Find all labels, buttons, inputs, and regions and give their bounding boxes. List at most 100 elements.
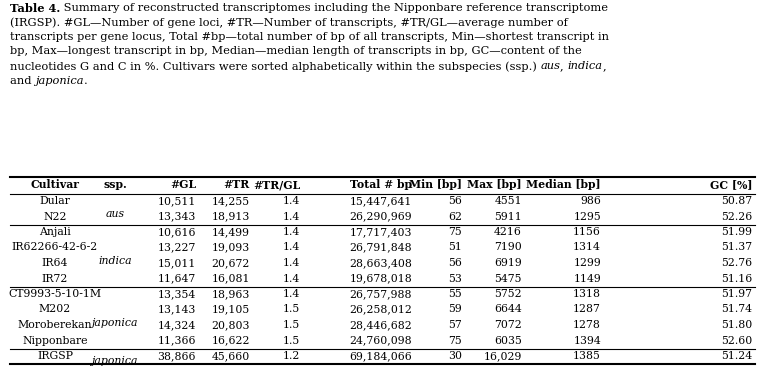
Text: 52.76: 52.76 <box>721 258 752 268</box>
Text: 10,616: 10,616 <box>158 227 196 237</box>
Text: 30: 30 <box>448 351 462 361</box>
Text: IR72: IR72 <box>42 273 68 284</box>
Text: ssp.: ssp. <box>103 179 127 190</box>
Text: 1.4: 1.4 <box>283 227 300 237</box>
Text: 28,663,408: 28,663,408 <box>349 258 412 268</box>
Text: 51.74: 51.74 <box>721 305 752 314</box>
Text: Nipponbare: Nipponbare <box>22 335 88 346</box>
Text: 1156: 1156 <box>573 227 601 237</box>
Text: 62: 62 <box>448 211 462 222</box>
Text: 11,366: 11,366 <box>158 335 196 346</box>
Text: japonica: japonica <box>35 76 83 85</box>
Text: 56: 56 <box>448 196 462 206</box>
Text: 10,511: 10,511 <box>158 196 196 206</box>
Text: 75: 75 <box>448 227 462 237</box>
Text: 17,717,403: 17,717,403 <box>349 227 412 237</box>
Text: 1.4: 1.4 <box>283 289 300 299</box>
Text: 18,963: 18,963 <box>211 289 250 299</box>
Text: 14,499: 14,499 <box>212 227 250 237</box>
Text: Table 4.: Table 4. <box>10 3 61 14</box>
Text: Total # bp: Total # bp <box>350 179 412 190</box>
Text: #TR/GL: #TR/GL <box>253 179 300 190</box>
Text: 1.4: 1.4 <box>283 258 300 268</box>
Text: 14,255: 14,255 <box>212 196 250 206</box>
Text: nucleotides G and C in %. Cultivars were sorted alphabetically within the subspe: nucleotides G and C in %. Cultivars were… <box>10 61 541 71</box>
Text: 20,672: 20,672 <box>211 258 250 268</box>
Text: IR64: IR64 <box>42 258 68 268</box>
Text: 26,791,848: 26,791,848 <box>349 243 412 252</box>
Text: 15,447,641: 15,447,641 <box>349 196 412 206</box>
Text: 13,143: 13,143 <box>158 305 196 314</box>
Text: 1.4: 1.4 <box>283 211 300 222</box>
Text: indica: indica <box>98 255 132 266</box>
Text: 51.16: 51.16 <box>721 273 752 284</box>
Text: 75: 75 <box>448 335 462 346</box>
Text: 52.26: 52.26 <box>721 211 752 222</box>
Text: transcripts per gene locus, Total #bp—total number of bp of all transcripts, Min: transcripts per gene locus, Total #bp—to… <box>10 32 609 42</box>
Text: 7190: 7190 <box>494 243 522 252</box>
Text: 1299: 1299 <box>573 258 601 268</box>
Text: 26,258,012: 26,258,012 <box>349 305 412 314</box>
Text: #GL: #GL <box>170 179 196 190</box>
Text: 16,622: 16,622 <box>211 335 250 346</box>
Text: 19,105: 19,105 <box>211 305 250 314</box>
Text: 19,093: 19,093 <box>211 243 250 252</box>
Text: 19,678,018: 19,678,018 <box>349 273 412 284</box>
Text: 1.2: 1.2 <box>283 351 300 361</box>
Text: M202: M202 <box>39 305 71 314</box>
Text: 50.87: 50.87 <box>721 196 752 206</box>
Text: indica: indica <box>568 61 603 71</box>
Text: Max [bp]: Max [bp] <box>467 179 522 190</box>
Text: Min [bp]: Min [bp] <box>409 179 462 190</box>
Text: 7072: 7072 <box>494 320 522 330</box>
Text: ,: , <box>603 61 607 71</box>
Text: 59: 59 <box>448 305 462 314</box>
Text: aus: aus <box>106 209 125 219</box>
Text: 45,660: 45,660 <box>211 351 250 361</box>
Text: 18,913: 18,913 <box>211 211 250 222</box>
Text: 55: 55 <box>448 289 462 299</box>
Text: 4551: 4551 <box>494 196 522 206</box>
Text: 51.80: 51.80 <box>721 320 752 330</box>
Text: 38,866: 38,866 <box>158 351 196 361</box>
Text: 20,803: 20,803 <box>211 320 250 330</box>
Text: CT9993-5-10-1M: CT9993-5-10-1M <box>8 289 102 299</box>
Text: 1318: 1318 <box>573 289 601 299</box>
Text: 1.4: 1.4 <box>283 243 300 252</box>
Text: Cultivar: Cultivar <box>31 179 80 190</box>
Text: 1314: 1314 <box>573 243 601 252</box>
Text: 1.4: 1.4 <box>283 196 300 206</box>
Text: 13,343: 13,343 <box>158 211 196 222</box>
Text: 1.4: 1.4 <box>283 273 300 284</box>
Text: 6919: 6919 <box>494 258 522 268</box>
Text: 11,647: 11,647 <box>158 273 196 284</box>
Text: 51: 51 <box>448 243 462 252</box>
Text: Median [bp]: Median [bp] <box>526 179 601 190</box>
Text: aus: aus <box>541 61 561 71</box>
Text: 986: 986 <box>580 196 601 206</box>
Text: 6644: 6644 <box>494 305 522 314</box>
Text: 15,011: 15,011 <box>158 258 196 268</box>
Text: 1394: 1394 <box>573 335 601 346</box>
Text: 5752: 5752 <box>494 289 522 299</box>
Text: 28,446,682: 28,446,682 <box>349 320 412 330</box>
Text: .: . <box>83 76 87 85</box>
Text: ,: , <box>561 61 568 71</box>
Text: 14,324: 14,324 <box>158 320 196 330</box>
Text: 16,081: 16,081 <box>211 273 250 284</box>
Text: 1278: 1278 <box>573 320 601 330</box>
Text: 1287: 1287 <box>573 305 601 314</box>
Text: 1149: 1149 <box>573 273 601 284</box>
Text: 1385: 1385 <box>573 351 601 361</box>
Text: 16,029: 16,029 <box>483 351 522 361</box>
Text: 5911: 5911 <box>494 211 522 222</box>
Text: japonica: japonica <box>92 356 138 366</box>
Text: 56: 56 <box>448 258 462 268</box>
Text: Summary of reconstructed transcriptomes including the Nipponbare reference trans: Summary of reconstructed transcriptomes … <box>61 3 608 13</box>
Text: 1.5: 1.5 <box>283 320 300 330</box>
Text: 51.99: 51.99 <box>721 227 752 237</box>
Text: Moroberekan: Moroberekan <box>18 320 92 330</box>
Text: 52.60: 52.60 <box>721 335 752 346</box>
Text: 6035: 6035 <box>494 335 522 346</box>
Text: Dular: Dular <box>40 196 70 206</box>
